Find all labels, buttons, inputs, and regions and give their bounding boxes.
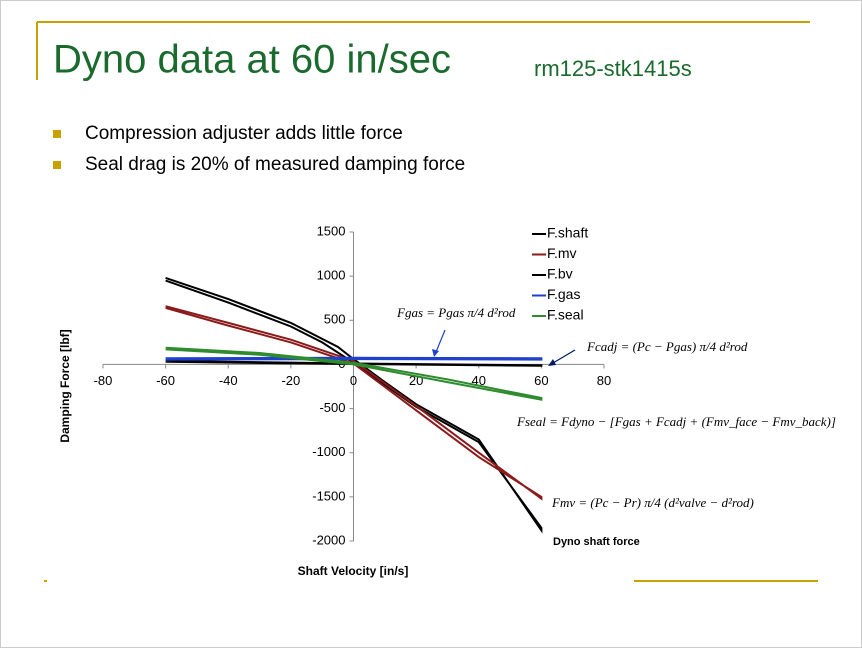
chart: -80 -60 -40 -20 0 20 40 60 80-2000-1500-1000-500… [58,223,836,578]
x-tick-label: 60 [534,373,548,388]
legend-label: F.gas [547,286,580,302]
equation: Fseal = Fdyno − [Fgas + Fcadj + (Fmv_fac… [516,414,836,429]
equation: Fcadj = (Pc − Pgas) π/4 d²rod [586,339,748,354]
x-tick-label: -80 [94,373,113,388]
equation: Fmv = (Pc − Pr) π/4 (d²valve − d²rod) [551,495,754,510]
series-line [165,346,543,401]
x-axis-label: Shaft Velocity [in/s] [298,564,409,578]
y-tick-label: -1000 [312,444,345,459]
bullet-icon [53,130,61,138]
series-line [165,276,543,534]
series-line [165,356,543,361]
x-tick-label: 0 [350,373,357,388]
arrow [552,349,576,364]
arrow-head [548,359,556,366]
x-tick-label: -60 [156,373,175,388]
series-line [165,305,543,501]
y-tick-label: 1000 [317,268,346,283]
arrow [435,329,446,353]
y-tick-label: -500 [319,400,345,415]
series-line [165,359,543,367]
x-tick-label: -20 [281,373,300,388]
y-tick-label: -1500 [312,488,345,503]
x-tick-label: 80 [597,373,611,388]
arrow-head [432,349,439,357]
slide-subtitle: rm125-stk1415s [534,56,692,81]
y-tick-label: 500 [324,312,346,327]
bullet-icon [53,161,61,169]
equation: Fgas = Pgas π/4 d²rod [396,305,516,320]
legend-label: F.seal [547,307,584,323]
annotation: Dyno shaft force [553,536,640,548]
y-tick-label: -2000 [312,532,345,547]
bullet: Compression adjuster adds little force [85,123,403,144]
x-tick-label: -40 [219,373,238,388]
y-axis-label: Damping Force [lbf] [58,329,72,442]
legend-label: F.shaft [547,225,588,241]
legend-label: F.bv [547,266,573,282]
legend-label: F.mv [547,245,577,261]
bullet: Seal drag is 20% of measured damping for… [85,154,465,175]
slide-title: Dyno data at 60 in/sec [53,38,451,82]
y-tick-label: 1500 [317,223,346,238]
